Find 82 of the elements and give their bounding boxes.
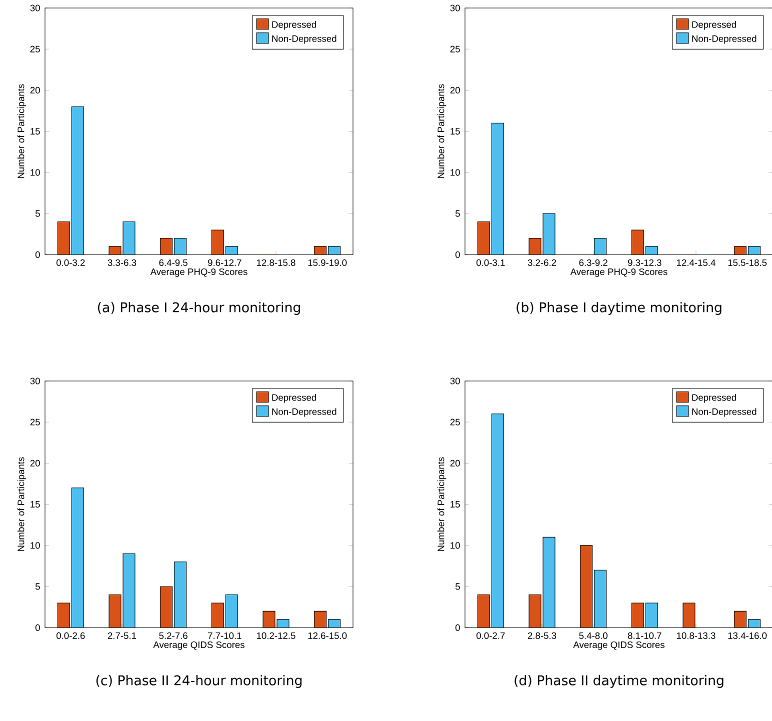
x-tick-label: 10.2-12.5 [256, 632, 296, 639]
bar [57, 221, 70, 255]
y-tick-label: 0 [455, 624, 460, 631]
y-tick-label: 20 [30, 86, 40, 94]
bar [682, 602, 696, 628]
x-tick-label: 13.4-16.0 [728, 632, 767, 639]
x-tick-label: 12.4-15.4 [676, 259, 716, 266]
bar [57, 602, 70, 628]
y-tick-label: 25 [450, 418, 460, 426]
text: (a) Phase I 24-hour monitoring [98, 302, 300, 315]
y-tick-label: 0 [35, 251, 40, 258]
text: (c) Phase II 24-hour monitoring [96, 675, 302, 688]
y-tick-label: 5 [35, 210, 40, 217]
y-tick-label: 15 [450, 128, 460, 135]
x-tick-label: 7.7-10.1 [208, 632, 242, 639]
bar [211, 602, 224, 628]
y-axis-title: Number of Participants [17, 457, 26, 552]
y-tick-label: 25 [450, 46, 460, 52]
x-tick-label: 9.3-12.3 [628, 259, 662, 266]
y-tick-label: 20 [450, 86, 460, 94]
legend-label: Depressed [692, 21, 736, 30]
y-tick-label: 15 [30, 128, 40, 135]
y-axis-title: Number of Participants [437, 84, 446, 178]
x-tick-label: 0.0-3.1 [476, 259, 505, 266]
legend-label: Non-Depressed [272, 35, 336, 44]
y-tick-label: 25 [30, 46, 40, 52]
y-tick-label: 20 [30, 460, 40, 467]
text: (d) Phase II daytime monitoring [514, 675, 724, 688]
y-tick-label: 30 [450, 378, 460, 384]
x-tick-label: 12.6-15.0 [308, 632, 347, 639]
y-tick-label: 20 [450, 460, 460, 467]
x-axis-title: Average QIDS Scores [573, 641, 664, 650]
bar [108, 594, 122, 628]
x-axis-title: Average QIDS Scores [153, 641, 244, 650]
x-tick-label: 3.3-6.3 [108, 259, 136, 266]
x-tick-label: 15.5-18.5 [728, 259, 767, 266]
bar [160, 238, 173, 255]
x-axis-title: Average PHQ-9 Scores [150, 268, 248, 277]
legend-label: Non-Depressed [692, 35, 756, 44]
x-tick-label: 6.3-9.2 [579, 259, 608, 266]
y-tick-label: 30 [450, 4, 460, 12]
x-tick-label: 6.4-9.5 [159, 259, 188, 266]
y-tick-label: 0 [455, 251, 460, 258]
x-tick-label: 0.0-2.7 [476, 632, 505, 639]
y-tick-label: 5 [455, 210, 460, 217]
y-tick-label: 30 [30, 4, 40, 12]
x-tick-label: 2.8-5.3 [528, 632, 556, 639]
text: (b) Phase I daytime monitoring [516, 302, 722, 315]
x-tick-label: 12.8-15.8 [256, 259, 296, 266]
y-tick-label: 0 [35, 624, 40, 631]
x-tick-label: 10.8-13.3 [676, 632, 716, 639]
legend-label: Non-Depressed [692, 408, 756, 417]
legend-label: Depressed [272, 394, 316, 403]
bar [314, 610, 327, 628]
x-tick-label: 0.0-3.2 [56, 259, 85, 266]
y-tick-label: 30 [30, 378, 40, 384]
x-tick-label: 0.0-2.6 [56, 632, 85, 639]
y-tick-label: 10 [450, 169, 460, 176]
x-tick-label: 5.2-7.6 [159, 632, 188, 639]
x-axis-title: Average PHQ-9 Scores [570, 268, 668, 277]
x-tick-label: 15.9-19.0 [308, 259, 347, 266]
legend-label: Depressed [692, 394, 736, 403]
y-tick-label: 15 [450, 501, 460, 508]
y-tick-label: 5 [35, 583, 40, 590]
bar [160, 586, 173, 628]
bar [211, 230, 224, 255]
x-tick-label: 5.4-8.0 [579, 632, 608, 639]
x-tick-label: 8.1-10.7 [628, 632, 662, 639]
y-tick-label: 10 [450, 542, 460, 549]
legend-label: Non-Depressed [272, 408, 336, 417]
y-tick-label: 10 [30, 542, 40, 549]
y-tick-label: 5 [455, 583, 460, 590]
y-tick-label: 10 [30, 169, 40, 176]
x-tick-label: 3.2-6.2 [528, 259, 556, 266]
x-tick-label: 9.6-12.7 [208, 259, 242, 266]
y-tick-label: 25 [30, 418, 40, 426]
legend-label: Depressed [272, 21, 316, 30]
bar [594, 238, 607, 255]
y-axis-title: Number of Participants [437, 457, 446, 552]
y-axis-title: Number of Participants [17, 84, 26, 178]
y-tick-label: 15 [30, 501, 40, 508]
x-tick-label: 2.7-5.1 [108, 632, 136, 639]
